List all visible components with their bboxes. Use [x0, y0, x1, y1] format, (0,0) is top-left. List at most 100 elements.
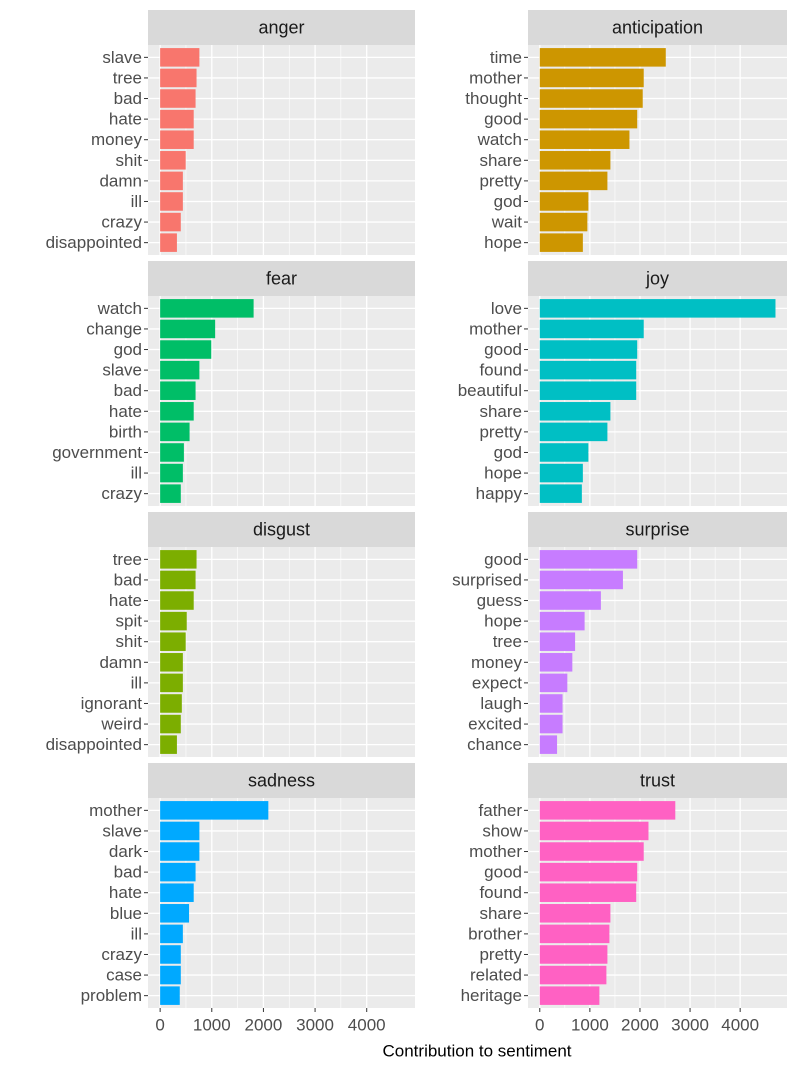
y-tick-label: damn — [99, 653, 142, 672]
bar — [539, 151, 611, 170]
bar — [160, 484, 181, 503]
bar — [539, 842, 644, 861]
y-tick-label: related — [470, 966, 522, 985]
bar — [539, 422, 608, 442]
y-tick-label: weird — [100, 715, 142, 734]
y-tick-label: good — [484, 340, 522, 359]
x-tick-label: 3000 — [296, 1015, 334, 1034]
facet-strip — [148, 763, 415, 798]
bar — [160, 319, 216, 339]
y-tick-label: tree — [113, 550, 142, 569]
y-tick-label: damn — [99, 171, 142, 190]
bar — [160, 632, 186, 651]
bar — [160, 381, 196, 400]
y-tick-label: found — [479, 361, 522, 380]
bar — [539, 381, 637, 400]
x-tick-label: 4000 — [721, 1015, 759, 1034]
facet-strip — [528, 261, 787, 296]
bar — [539, 89, 643, 108]
bar — [160, 965, 181, 985]
y-tick-label: ill — [131, 924, 142, 943]
y-tick-label: case — [106, 966, 142, 985]
y-tick-label: hate — [109, 883, 142, 902]
bar — [539, 714, 563, 734]
y-tick-label: found — [479, 883, 522, 902]
bar — [539, 360, 637, 380]
facet-title: disgust — [253, 519, 310, 539]
y-tick-label: money — [471, 653, 523, 672]
bar — [160, 402, 194, 421]
y-tick-label: tree — [113, 68, 142, 87]
y-tick-label: brother — [468, 924, 522, 943]
bar — [160, 109, 194, 129]
y-tick-label: love — [491, 299, 522, 318]
bar — [539, 443, 589, 462]
bar — [160, 714, 181, 734]
y-tick-label: bad — [114, 381, 142, 400]
bar — [539, 591, 601, 610]
y-tick-label: dark — [109, 842, 143, 861]
bar — [539, 945, 608, 964]
facet-strip — [528, 512, 787, 547]
bar — [539, 570, 623, 590]
y-tick-label: expect — [472, 673, 522, 692]
bar — [539, 463, 583, 483]
y-tick-label: mother — [469, 842, 522, 861]
facet-title: sadness — [248, 770, 315, 790]
bar — [160, 340, 212, 359]
bar — [160, 48, 200, 67]
bar — [160, 192, 183, 211]
x-tick-label: 4000 — [348, 1015, 386, 1034]
bar — [539, 130, 630, 149]
y-tick-label: money — [91, 130, 143, 149]
y-tick-label: crazy — [101, 484, 142, 503]
bar — [539, 904, 611, 923]
x-tick-label: 3000 — [671, 1015, 709, 1034]
y-tick-label: slave — [102, 821, 142, 840]
bar — [539, 212, 588, 232]
facet-title: anticipation — [612, 17, 703, 37]
y-tick-label: good — [484, 110, 522, 129]
facet-strip — [148, 512, 415, 547]
facet-title: anger — [258, 17, 304, 37]
bar — [160, 299, 254, 318]
y-tick-label: ignorant — [81, 694, 143, 713]
bar — [160, 68, 197, 88]
x-tick-label: 1000 — [193, 1015, 231, 1034]
y-tick-label: pretty — [479, 171, 522, 190]
bar — [539, 319, 644, 339]
bar — [160, 801, 269, 820]
bar — [160, 233, 177, 252]
y-tick-label: slave — [102, 48, 142, 67]
y-tick-label: share — [479, 402, 522, 421]
y-tick-label: good — [484, 550, 522, 569]
y-tick-label: happy — [476, 484, 523, 503]
bar — [160, 883, 194, 902]
y-tick-label: god — [494, 192, 522, 211]
bar — [539, 192, 589, 211]
bar — [160, 591, 194, 610]
y-tick-label: birth — [109, 422, 142, 441]
y-tick-label: disappointed — [46, 233, 142, 252]
y-tick-label: time — [490, 48, 522, 67]
y-tick-label: bad — [114, 863, 142, 882]
y-tick-label: chance — [467, 735, 522, 754]
y-tick-label: ill — [131, 464, 142, 483]
bar — [160, 151, 186, 170]
bar — [160, 443, 184, 462]
y-tick-label: laugh — [480, 694, 522, 713]
x-tick-label: 2000 — [245, 1015, 283, 1034]
y-tick-label: shit — [116, 151, 143, 170]
y-tick-label: hate — [109, 591, 142, 610]
bar — [539, 550, 638, 569]
bar — [160, 360, 200, 380]
bar — [539, 484, 582, 503]
y-tick-label: wait — [491, 213, 523, 232]
y-tick-label: disappointed — [46, 735, 142, 754]
bar — [160, 735, 177, 754]
bar — [539, 171, 608, 191]
y-tick-label: hope — [484, 464, 522, 483]
bar — [160, 611, 187, 631]
facet-strip — [528, 763, 787, 798]
